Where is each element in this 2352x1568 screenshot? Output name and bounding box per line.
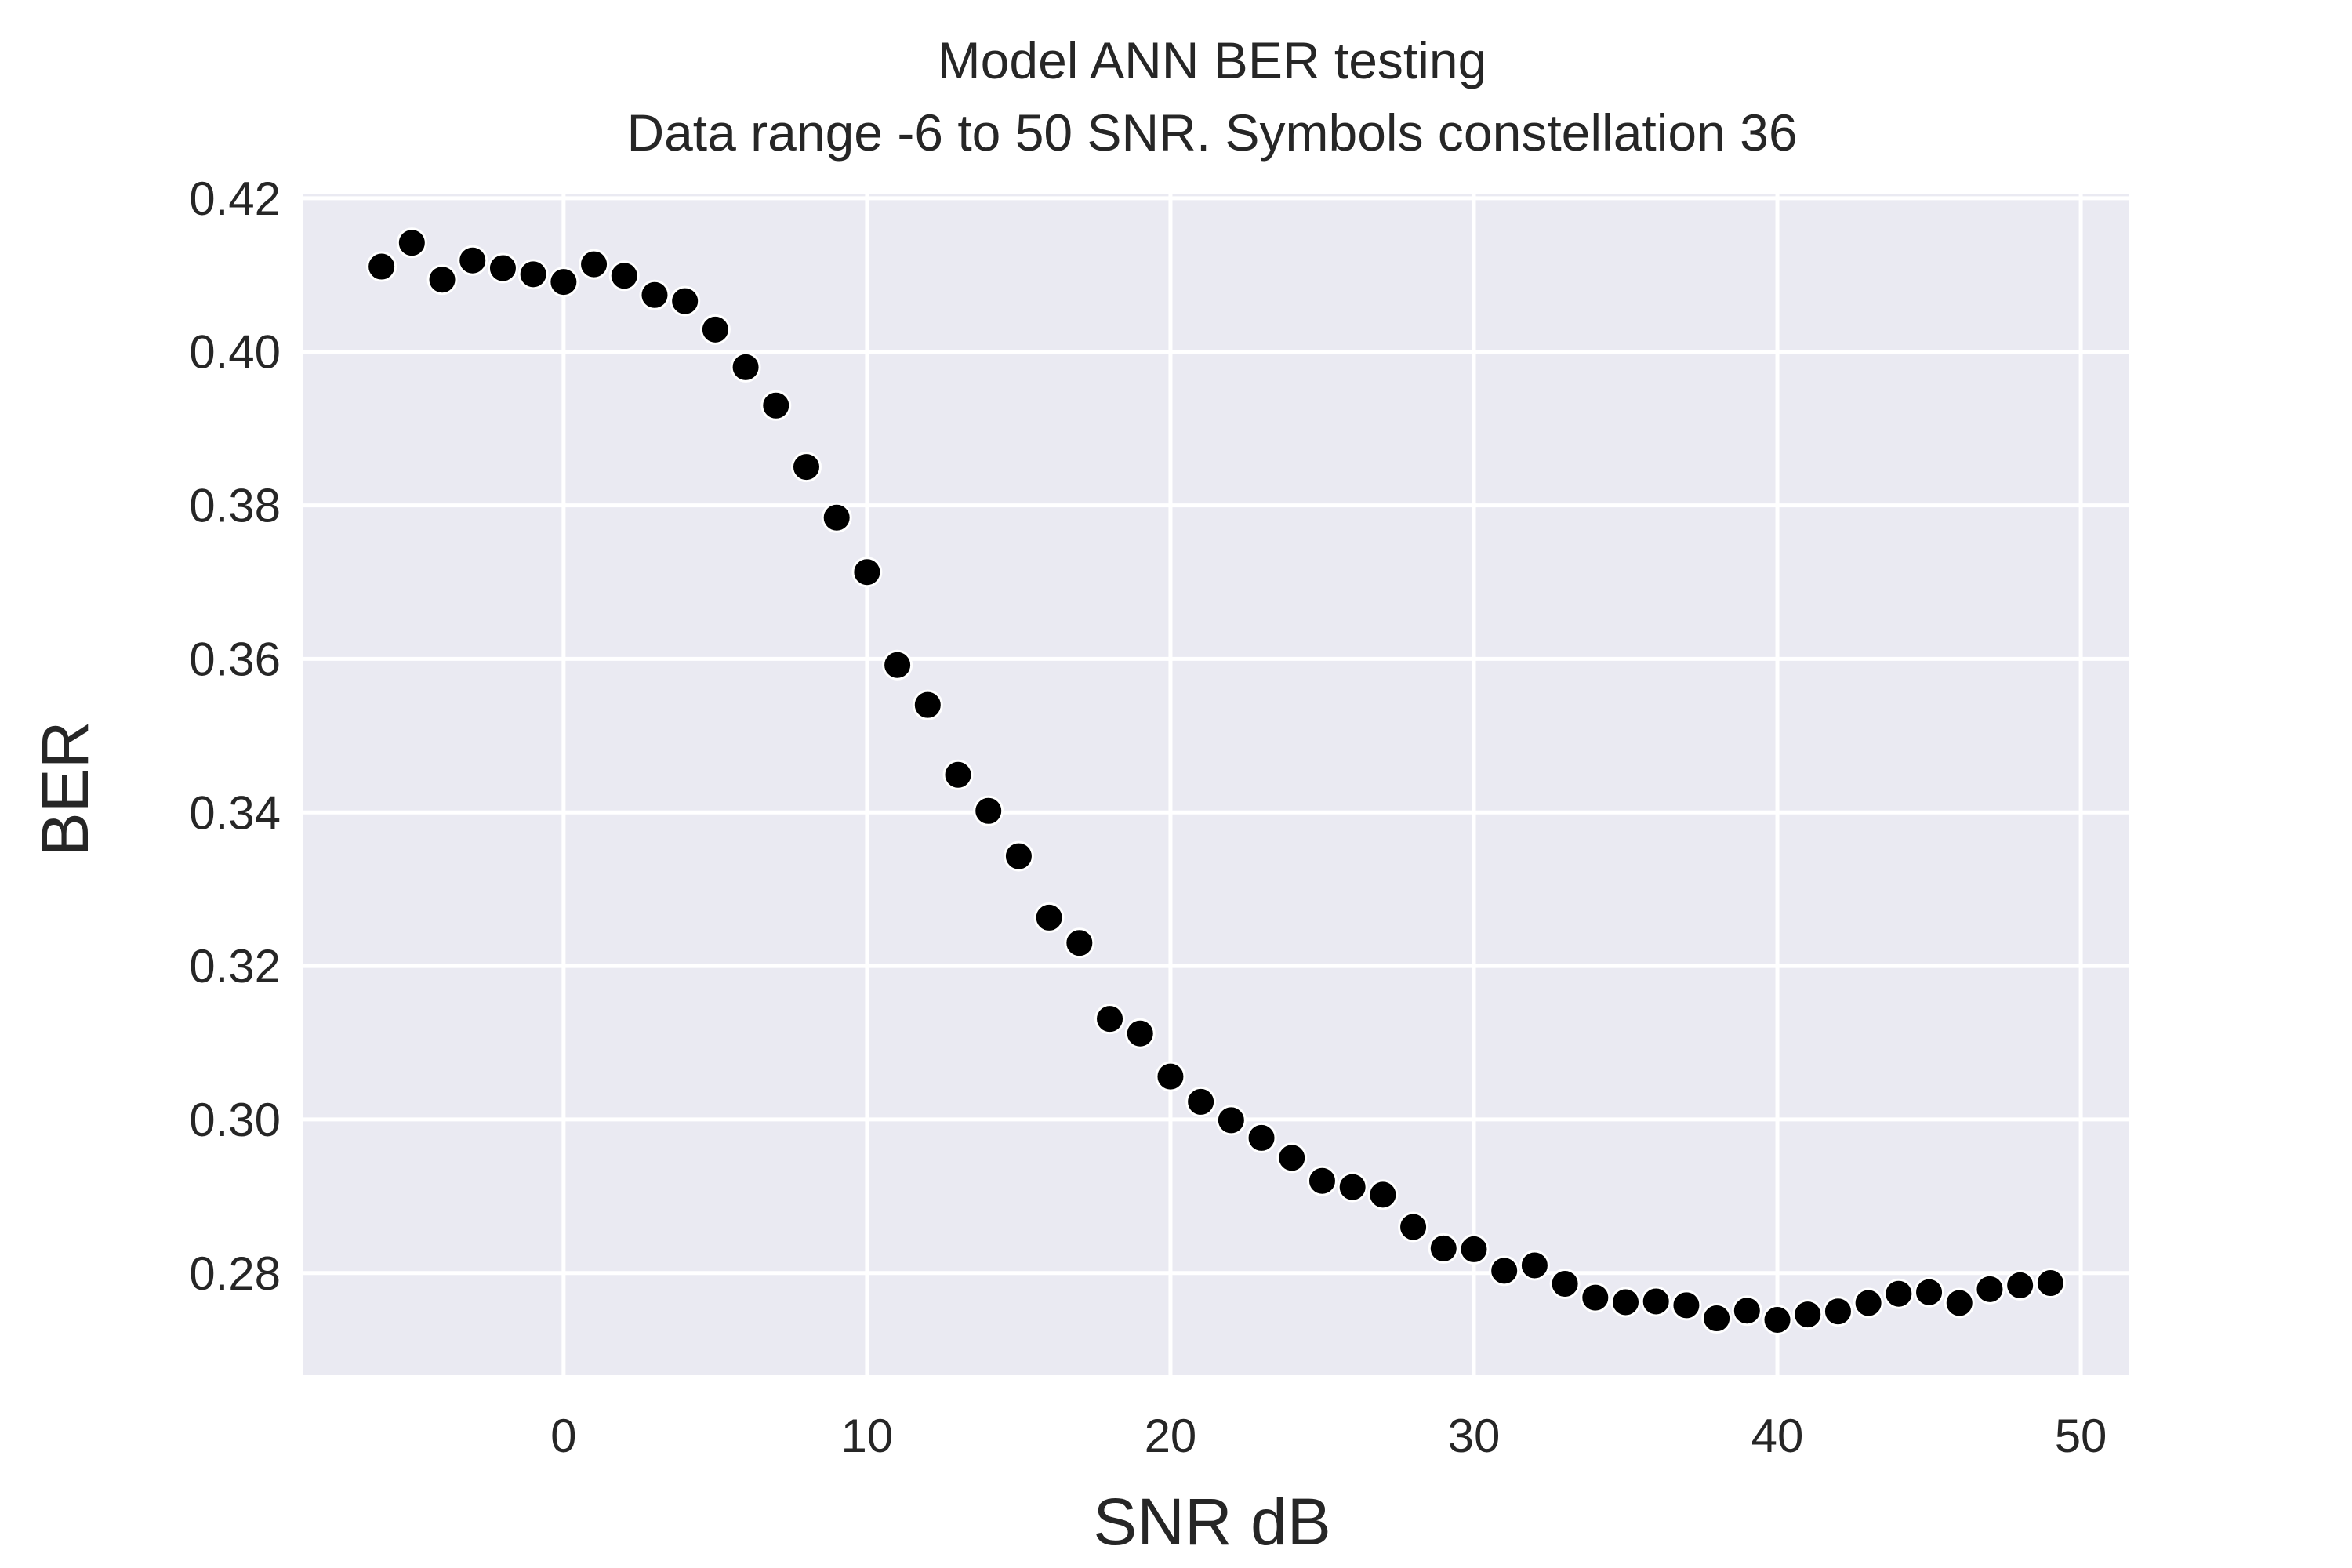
data-point [1306,1165,1338,1196]
data-point [1398,1211,1429,1243]
data-point [1458,1233,1490,1265]
y-tick-label: 0.28 [189,1247,281,1300]
data-point [699,314,731,345]
data-point [1155,1061,1186,1092]
plot-area [303,194,2129,1375]
data-point [2005,1269,2036,1301]
data-point [1246,1122,1277,1153]
y-tick-label: 0.34 [189,786,281,839]
data-point [2034,1267,2066,1298]
data-point [487,252,518,284]
data-point [912,689,943,720]
data-point [851,557,883,588]
data-point [1276,1142,1308,1174]
x-axis-label: SNR dB [1093,1485,1330,1559]
data-point [1185,1086,1217,1117]
data-point [1003,840,1034,872]
data-point [1974,1273,2005,1305]
data-point [1337,1171,1368,1203]
chart-title: Model ANN BER testing [938,31,1487,89]
data-point [1762,1304,1793,1335]
data-point [1064,927,1095,959]
y-tick-label: 0.38 [189,480,281,532]
y-tick-label: 0.30 [189,1094,281,1146]
chart-subtitle: Data range -6 to 50 SNR. Symbols constel… [626,103,1797,162]
data-point [942,759,974,790]
data-point [517,259,549,290]
data-point [1367,1179,1399,1210]
data-point [1094,1004,1126,1035]
data-point [548,267,579,298]
y-tick-label: 0.42 [189,172,281,225]
data-point [1883,1278,1915,1309]
data-point [1944,1287,1975,1319]
data-point [1640,1286,1671,1317]
data-point [426,264,458,296]
data-point [1549,1268,1581,1299]
x-tick-label: 50 [2055,1410,2107,1462]
data-point [1428,1232,1459,1264]
data-point [1610,1287,1642,1318]
x-tick-label: 40 [1751,1410,1804,1462]
data-point [1489,1255,1520,1287]
data-point [882,649,913,681]
data-points [366,227,2066,1335]
data-point [396,227,427,259]
data-point [366,251,397,282]
data-point [1580,1282,1611,1313]
data-point [1033,902,1065,933]
y-axis-label: BER [28,721,102,857]
data-point [639,279,670,310]
data-point [1822,1296,1853,1327]
data-point [1124,1018,1156,1049]
y-tick-label: 0.32 [189,940,281,993]
data-point [973,795,1004,826]
y-tick-label: 0.36 [189,633,281,685]
data-point [1519,1250,1550,1281]
y-tick-label: 0.40 [189,326,281,379]
data-point [608,260,640,292]
x-tick-label: 20 [1145,1410,1197,1462]
data-point [1914,1276,1945,1308]
data-point [1215,1105,1247,1136]
grid [303,194,2129,1375]
x-tick-label: 30 [1448,1410,1501,1462]
data-point [760,390,792,421]
data-point [1701,1303,1733,1334]
data-point [1853,1287,1884,1319]
x-tick-label: 10 [841,1410,894,1462]
data-point [1671,1290,1702,1321]
data-point [790,452,822,483]
data-point [670,285,701,317]
data-point [579,249,610,280]
data-point [1792,1299,1824,1330]
tick-labels: 0 10 20 30 40 50 0.28 0.30 0.32 0.34 0.36 0.38 0.40 0… [189,172,2107,1462]
data-point [1731,1295,1762,1327]
data-point [821,502,852,533]
x-tick-label: 0 [550,1410,576,1462]
data-point [730,351,761,383]
data-point [457,245,488,276]
